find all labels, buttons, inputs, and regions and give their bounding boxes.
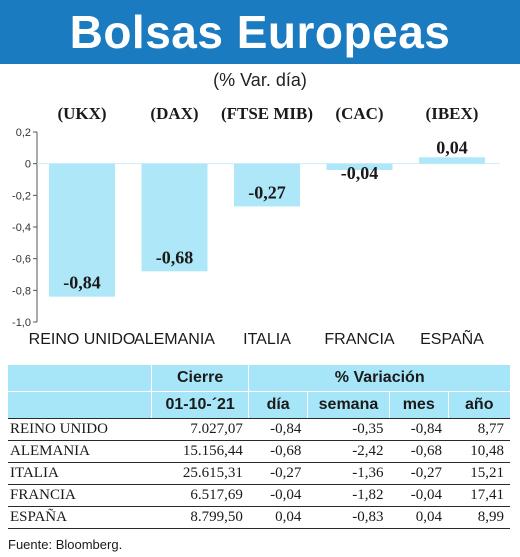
row-name: FRANCIA xyxy=(8,484,152,507)
stock-table: Cierre % Variación 01-10-´21 día semana … xyxy=(8,365,510,529)
table-row: FRANCIA 6.517,69 -0,04 -1,82 -0,04 17,41 xyxy=(8,484,510,507)
chart-subtitle: (% Var. día) xyxy=(213,70,307,90)
table-header-mes: mes xyxy=(388,391,448,419)
category-label: ITALIA xyxy=(243,331,291,348)
source-note: Fuente: Bloomberg. xyxy=(8,537,123,552)
category-label: FRANCIA xyxy=(324,331,395,348)
row-ano: 8,77 xyxy=(448,418,510,441)
row-mes: -0,27 xyxy=(389,462,448,485)
table-row: ESPAÑA 8.799,50 0,04 -0,83 0,04 8,99 xyxy=(8,506,510,529)
row-dia: -0,68 xyxy=(248,440,308,463)
row-cierre: 25.615,31 xyxy=(151,462,249,485)
y-tick-label: -1,0 xyxy=(12,317,31,329)
row-ano: 15,21 xyxy=(448,462,510,485)
row-ano: 17,41 xyxy=(448,484,510,507)
row-name: REINO UNIDO xyxy=(8,418,152,441)
table-row: REINO UNIDO 7.027,07 -0,84 -0,35 -0,84 8… xyxy=(8,418,510,441)
table-header-variacion: % Variación xyxy=(248,365,510,392)
row-name: ESPAÑA xyxy=(8,506,152,529)
data-label: -0,04 xyxy=(341,163,379,183)
table-header-blank xyxy=(8,365,152,392)
data-label: -0,27 xyxy=(248,182,286,202)
row-mes: -0,84 xyxy=(389,418,448,441)
row-ano: 10,48 xyxy=(448,440,510,463)
y-tick-label: -0,6 xyxy=(12,254,31,266)
table-row: ALEMANIA 15.156,44 -0,68 -2,42 -0,68 10,… xyxy=(8,440,510,463)
row-semana: -1,36 xyxy=(307,462,390,485)
data-label: -0,84 xyxy=(63,273,101,293)
row-semana: -0,83 xyxy=(307,506,390,529)
index-code-label: (UKX) xyxy=(57,104,106,123)
table-header-blank-2 xyxy=(8,391,152,419)
row-dia: -0,27 xyxy=(248,462,308,485)
index-code-label: (DAX) xyxy=(150,104,198,123)
row-cierre: 15.156,44 xyxy=(151,440,249,463)
bar xyxy=(419,157,485,164)
table-header-ano: año xyxy=(447,391,510,419)
row-dia: -0,04 xyxy=(248,484,308,507)
chart-title: Bolsas Europeas xyxy=(0,0,520,64)
index-code-label: (CAC) xyxy=(335,104,383,123)
bar xyxy=(326,163,393,170)
y-tick-label: -0,4 xyxy=(12,222,31,234)
table-row: ITALIA 25.615,31 -0,27 -1,36 -0,27 15,21 xyxy=(8,462,510,485)
table-header-cierre: Cierre xyxy=(150,365,249,392)
row-dia: 0,04 xyxy=(248,506,308,529)
y-tick-label: 0 xyxy=(25,159,31,171)
data-label: 0,04 xyxy=(436,137,468,157)
row-semana: -0,35 xyxy=(307,418,390,441)
row-cierre: 7.027,07 xyxy=(151,418,249,441)
table-header-date: 01-10-´21 xyxy=(150,391,249,419)
row-dia: -0,84 xyxy=(248,418,308,441)
row-name: ALEMANIA xyxy=(8,440,152,463)
row-semana: -2,42 xyxy=(307,440,390,463)
category-label: ESPAÑA xyxy=(420,328,484,348)
y-tick-label: -0,8 xyxy=(12,285,31,297)
bar xyxy=(234,163,300,207)
row-cierre: 8.799,50 xyxy=(151,506,249,529)
index-code-label: (FTSE MIB) xyxy=(221,104,313,123)
table-header-semana: semana xyxy=(306,391,390,419)
row-semana: -1,82 xyxy=(307,484,390,507)
row-cierre: 6.517,69 xyxy=(151,484,249,507)
bar-chart: 0,2 0 -0,2 -0,4 -0,6 -0,8 -1,0 (UKX) -0,84 REINO … xyxy=(12,104,500,348)
category-label: ALEMANIA xyxy=(134,331,215,348)
table-header-dia: día xyxy=(248,391,308,419)
data-label: -0,68 xyxy=(156,247,194,267)
y-tick-label: 0,2 xyxy=(16,127,31,139)
row-mes: 0,04 xyxy=(389,506,448,529)
row-ano: 8,99 xyxy=(448,506,510,529)
index-code-label: (IBEX) xyxy=(426,104,479,123)
category-label: REINO UNIDO xyxy=(29,331,136,348)
row-mes: -0,68 xyxy=(389,440,448,463)
bar xyxy=(49,163,115,297)
row-mes: -0,04 xyxy=(389,484,448,507)
bar xyxy=(141,163,208,272)
row-name: ITALIA xyxy=(8,462,152,485)
y-tick-label: -0,2 xyxy=(12,190,31,202)
